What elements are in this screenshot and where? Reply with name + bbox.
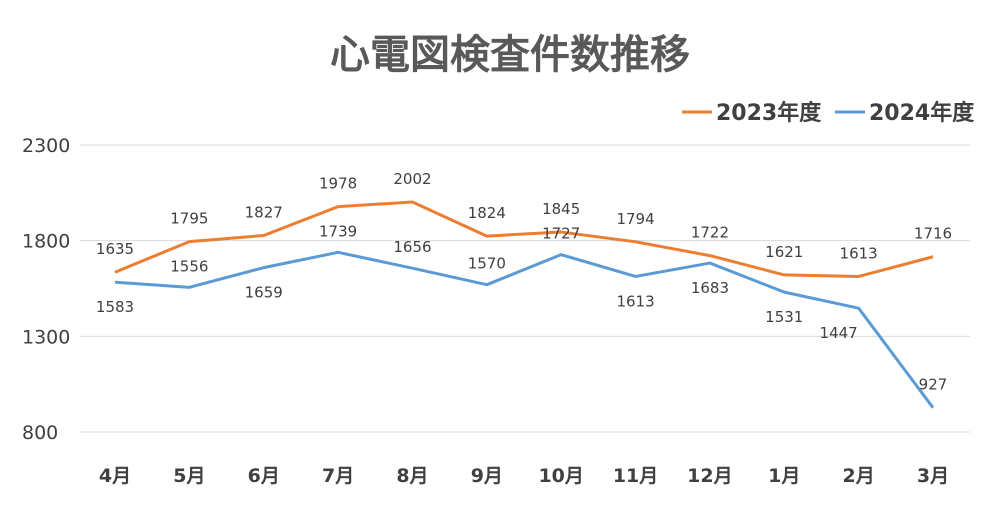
series-line-1 <box>114 200 934 278</box>
x-tick-label: 9月 <box>471 465 503 487</box>
y-axis: 800 1300 1800 2300 <box>22 135 70 444</box>
x-tick-label: 4月 <box>99 465 131 487</box>
data-label-2023: 1635 <box>96 240 134 258</box>
x-tick-label: 10月 <box>538 465 583 487</box>
data-label-2023: 1827 <box>245 204 283 222</box>
y-tick-label: 800 <box>22 422 58 444</box>
y-tick-label: 1800 <box>22 231 70 253</box>
grid <box>80 144 970 433</box>
data-label-2024: 1727 <box>542 225 580 243</box>
chart-title: 心電図検査件数推移 <box>330 32 690 78</box>
x-tick-label: 7月 <box>322 465 354 487</box>
data-label-2023: 1716 <box>914 225 952 243</box>
data-label-2023: 1824 <box>468 204 506 222</box>
data-label-2024: 1739 <box>319 222 357 240</box>
data-label-2024: 1659 <box>245 284 283 302</box>
data-label-2024: 1583 <box>96 298 134 316</box>
data-label-2024: 1613 <box>616 292 654 310</box>
data-label-2024: 1683 <box>691 279 729 297</box>
data-label-2024: 1556 <box>170 257 208 275</box>
x-tick-label: 1月 <box>768 465 800 487</box>
x-tick-label: 12月 <box>687 465 732 487</box>
data-label-2023: 1794 <box>616 210 654 228</box>
data-label-2023: 2002 <box>393 170 431 188</box>
data-label-2023: 1722 <box>691 224 729 242</box>
x-tick-label: 6月 <box>248 465 280 487</box>
data-label-2023: 1621 <box>765 243 803 261</box>
x-tick-label: 2月 <box>843 465 875 487</box>
data-label-2023: 1978 <box>319 175 357 193</box>
data-label-2023: 1795 <box>170 210 208 228</box>
series-layer <box>114 200 935 409</box>
data-label-2023: 1845 <box>542 200 580 218</box>
series-line-2 <box>114 250 935 409</box>
data-labels: 1635 1795 1827 1978 2002 1824 1845 1794 1722 1621… <box>96 170 952 394</box>
x-axis: 4月 5月 6月 7月 8月 9月 10月 11月 12月 1月 2月 3月 <box>99 465 949 487</box>
data-label-2023: 1613 <box>840 244 878 262</box>
x-tick-label: 3月 <box>917 465 949 487</box>
legend-label: 2024年度 <box>869 100 975 126</box>
x-tick-label: 5月 <box>173 465 205 487</box>
y-tick-label: 2300 <box>22 135 70 157</box>
legend-label: 2023年度 <box>716 100 822 126</box>
data-label-2024: 1570 <box>468 255 506 273</box>
data-label-2024: 1447 <box>820 324 858 342</box>
legend: 2023年度 2024年度 <box>682 100 975 126</box>
x-tick-label: 11月 <box>613 465 658 487</box>
data-label-2024: 1656 <box>393 238 431 256</box>
x-tick-label: 8月 <box>396 465 428 487</box>
y-tick-label: 1300 <box>22 326 70 348</box>
data-label-2024: 1531 <box>765 308 803 326</box>
data-label-2024: 927 <box>919 376 948 394</box>
